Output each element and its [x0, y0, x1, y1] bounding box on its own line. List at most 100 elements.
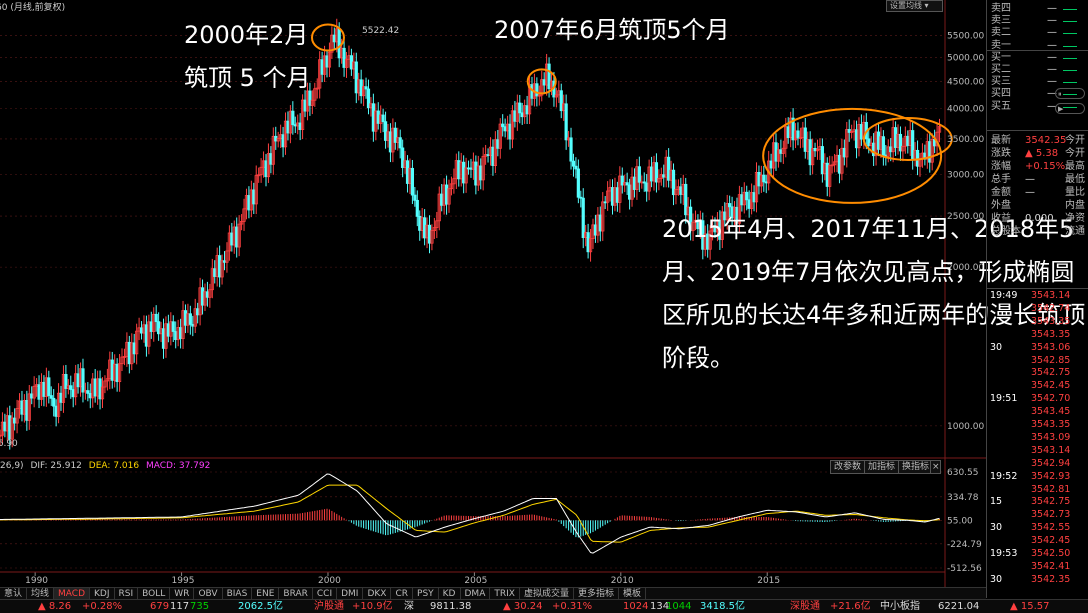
tick-price: 3542.55	[1031, 522, 1071, 534]
orderbook-value: —	[1047, 51, 1057, 63]
tick-row: 30 3543.06	[987, 342, 1087, 354]
tab-虚拟成交量[interactable]: 虚拟成交量	[520, 588, 574, 600]
tick-price: 3542.85	[1031, 354, 1071, 366]
kline-chart[interactable]: 5500.00 5000.00 4500.00 4000.00 3500.00 3000.…	[0, 0, 986, 587]
annotation-2000-line1: 2000年2月	[184, 21, 309, 49]
candle-body	[452, 178, 456, 185]
status-item: 2062.5亿	[238, 601, 283, 612]
candle-body	[276, 137, 280, 142]
quote-tail-label: 今开	[1065, 148, 1085, 159]
tab-kd[interactable]: KD	[439, 588, 461, 600]
switch-indicator-button[interactable]: 换指标	[898, 460, 934, 474]
tab-brar[interactable]: BRAR	[279, 588, 313, 600]
candle-body	[430, 230, 434, 244]
candle-body	[427, 224, 432, 244]
tab-kdj[interactable]: KDJ	[90, 588, 115, 600]
candle-body	[518, 102, 522, 114]
status-item: 深	[404, 601, 414, 612]
play-icon[interactable]: ▶	[1055, 103, 1085, 114]
candle-body	[930, 138, 934, 163]
candle-body	[122, 356, 127, 358]
candle-body	[601, 201, 605, 232]
candle-body	[618, 175, 622, 203]
orderbook-value: —	[1047, 39, 1057, 51]
candle-body	[740, 194, 744, 206]
tab-trix[interactable]: TRIX	[490, 588, 520, 600]
status-item: ▲ 15.57	[1010, 601, 1050, 612]
tab-dmi[interactable]: DMI	[337, 588, 364, 600]
pause-icon[interactable]: ⏸	[1055, 88, 1085, 99]
candle-body	[754, 172, 759, 203]
candle-body	[540, 79, 544, 96]
candle-body	[542, 79, 546, 86]
status-item: ▲ 8.26	[38, 601, 72, 612]
candle-body	[49, 395, 53, 399]
status-item: 735	[190, 601, 210, 612]
candle-body	[627, 184, 632, 200]
candle-body	[547, 63, 551, 90]
tab-obv[interactable]: OBV	[194, 588, 223, 600]
tab-cci[interactable]: CCI	[313, 588, 338, 600]
quote-tail-label: 内盘	[1065, 200, 1085, 211]
candle-body	[110, 359, 114, 381]
axes: 5500.00 5000.00 4500.00 4000.00 3500.00 3000.…	[0, 31, 984, 586]
candle-body	[149, 321, 153, 332]
tab-dma[interactable]: DMA	[461, 588, 491, 600]
orderbook-row: 买四 —	[991, 87, 1085, 101]
tab-psy[interactable]: PSY	[413, 588, 439, 600]
add-indicator-button[interactable]: 加指标	[864, 460, 900, 474]
quote-value: —	[1025, 174, 1035, 185]
ma-settings-dropdown[interactable]: 设置均线 ▾	[886, 0, 943, 12]
quote-value: +0.15%	[1025, 161, 1066, 172]
candle-body	[69, 385, 73, 390]
candle-body	[247, 195, 251, 211]
tab-cr[interactable]: CR	[391, 588, 414, 600]
candle-body	[47, 377, 51, 396]
candle-body	[615, 187, 619, 203]
candle-body	[71, 389, 75, 398]
orderbook-row: 卖四 —	[991, 2, 1085, 16]
candle-body	[527, 84, 532, 115]
candle-body	[381, 114, 385, 123]
close-panel-button[interactable]: ×	[930, 460, 941, 474]
tab-boll[interactable]: BOLL	[138, 588, 171, 600]
tick-row: 30 3542.55	[987, 522, 1087, 534]
tab-均线[interactable]: 均线	[27, 588, 55, 600]
tab-意认[interactable]: 意认	[0, 588, 28, 600]
orderbook-volume-bar	[1063, 45, 1077, 47]
dea-value: 7.016	[113, 461, 139, 471]
tab-wr[interactable]: WR	[170, 588, 195, 600]
candle-body	[213, 268, 217, 277]
status-item: +0.31%	[552, 601, 593, 612]
candle-body	[120, 356, 124, 365]
candle-body	[252, 189, 256, 205]
candle-body	[200, 287, 205, 306]
tick-time: 30	[990, 522, 1003, 534]
candle-body	[423, 217, 427, 239]
tab-rsi[interactable]: RSI	[115, 588, 139, 600]
candle-body	[850, 130, 854, 133]
tab-ene[interactable]: ENE	[252, 588, 280, 600]
tab-dkx[interactable]: DKX	[363, 588, 392, 600]
tick-price: 3543.35	[1031, 328, 1071, 340]
tick-price: 3542.35	[1031, 573, 1071, 585]
tab-模板[interactable]: 模板	[619, 588, 646, 600]
candle-body	[881, 136, 885, 156]
tab-更多指标[interactable]: 更多指标	[574, 588, 619, 600]
candle-body	[798, 137, 803, 139]
orderbook-volume-bar	[1063, 9, 1077, 10]
quote-row: 总股本 流通	[991, 225, 1085, 239]
candle-body	[308, 90, 312, 106]
tick-row: 3542.75	[987, 367, 1087, 379]
candle-body	[603, 201, 607, 204]
change-params-button[interactable]: 改参数	[830, 460, 866, 474]
orderbook-row: 买三 —	[991, 75, 1085, 89]
tab-bias[interactable]: BIAS	[223, 588, 253, 600]
orderbook-row: 卖一 —	[991, 39, 1085, 53]
quote-label: 收益	[991, 213, 1011, 224]
tab-macd[interactable]: MACD	[54, 588, 91, 600]
candle-body	[493, 139, 497, 166]
candle-body	[174, 331, 178, 341]
orderbook-row: 卖二 —	[991, 26, 1085, 40]
candle-body	[139, 327, 144, 334]
